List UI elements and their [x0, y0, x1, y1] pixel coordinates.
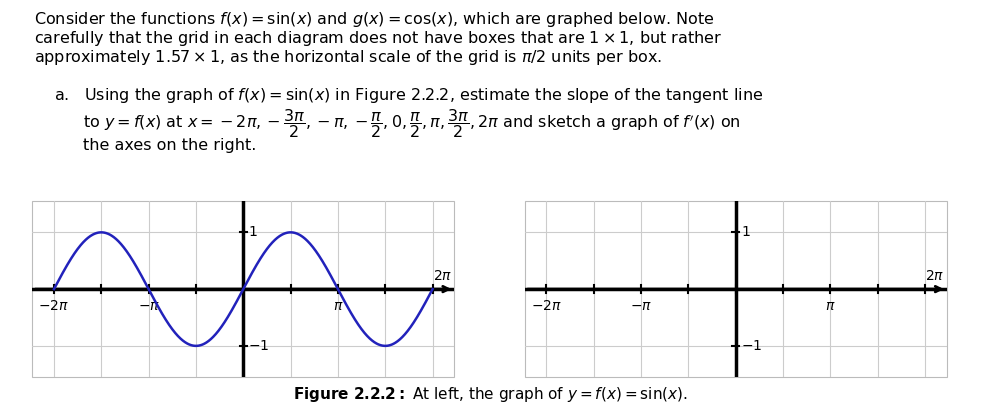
Text: $1$: $1$	[248, 225, 258, 239]
Text: $-1$: $-1$	[248, 339, 270, 353]
Text: $2\pi$: $2\pi$	[925, 269, 945, 283]
Text: $\pi$: $\pi$	[333, 299, 343, 313]
Text: to $y = f(x)$ at $x = -2\pi, -\dfrac{3\pi}{2}, -\pi, -\dfrac{\pi}{2}, 0, \dfrac{: to $y = f(x)$ at $x = -2\pi, -\dfrac{3\p…	[83, 107, 742, 140]
Text: carefully that the grid in each diagram does not have boxes that are $1 \times 1: carefully that the grid in each diagram …	[34, 29, 722, 48]
Text: the axes on the right.: the axes on the right.	[83, 138, 257, 153]
Text: approximately $1.57 \times 1$, as the horizontal scale of the grid is $\pi/2$ un: approximately $1.57 \times 1$, as the ho…	[34, 48, 662, 67]
Text: $\bf{Figure\ 2.2.2:}$ At left, the graph of $y = f(x) = \sin(x)$.: $\bf{Figure\ 2.2.2:}$ At left, the graph…	[293, 385, 688, 404]
Text: $-\pi$: $-\pi$	[137, 299, 160, 313]
Text: $-1$: $-1$	[741, 339, 762, 353]
Text: $-2\pi$: $-2\pi$	[531, 299, 562, 313]
Text: Consider the functions $f(x) = \sin(x)$ and $g(x) = \cos(x)$, which are graphed : Consider the functions $f(x) = \sin(x)$ …	[34, 10, 714, 29]
Text: $-2\pi$: $-2\pi$	[38, 299, 70, 313]
Text: $2\pi$: $2\pi$	[433, 269, 452, 283]
Text: a.   Using the graph of $f(x) = \sin(x)$ in Figure 2.2.2, estimate the slope of : a. Using the graph of $f(x) = \sin(x)$ i…	[54, 86, 763, 105]
Text: $\pi$: $\pi$	[825, 299, 836, 313]
Text: $1$: $1$	[741, 225, 750, 239]
Text: $-\pi$: $-\pi$	[630, 299, 652, 313]
